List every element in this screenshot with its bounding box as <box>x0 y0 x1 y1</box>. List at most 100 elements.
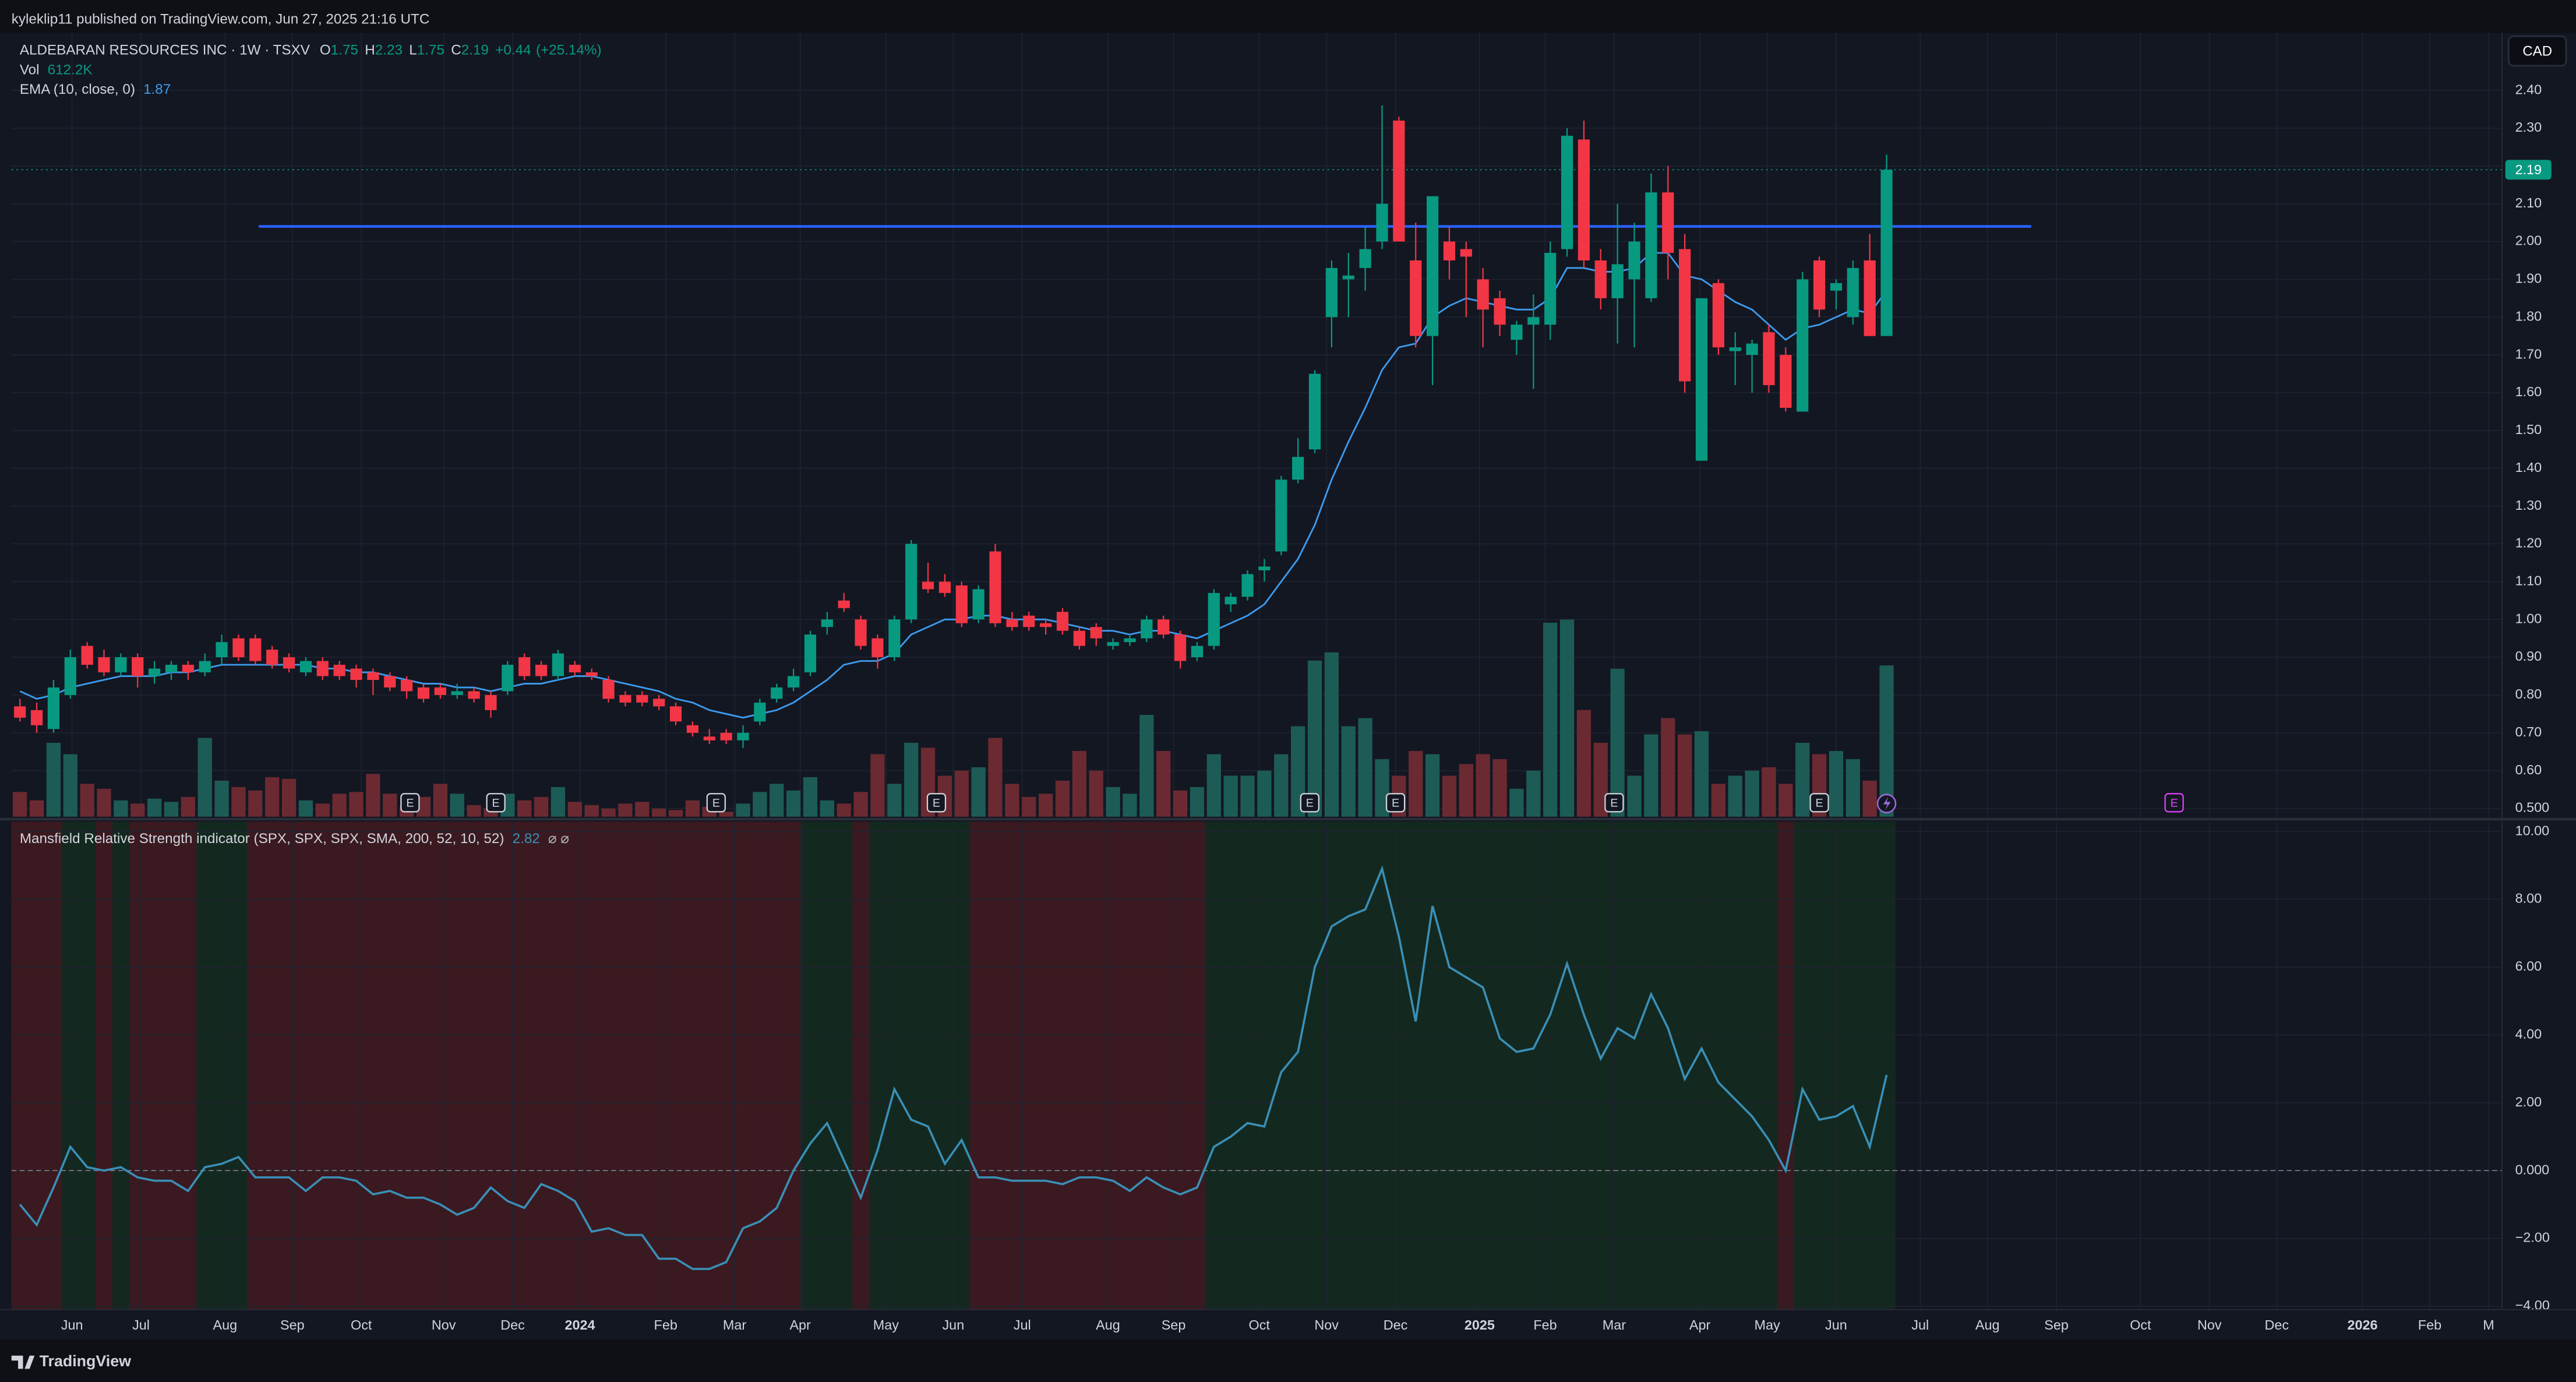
legend-area: ALDEBARAN RESOURCES INC · 1W · TSXV O1.75… <box>20 43 602 847</box>
rs-zone <box>1407 822 1425 1310</box>
earnings-label: E <box>492 796 500 809</box>
rs-zone <box>196 822 214 1310</box>
volume-bar <box>1610 668 1625 817</box>
rs-zone <box>1104 822 1122 1310</box>
legend-item: (+25.14%) <box>536 43 602 58</box>
rs-zone <box>1441 822 1459 1310</box>
volume-bar <box>1358 718 1372 817</box>
rs-zone <box>751 822 769 1310</box>
candle-body <box>1208 593 1220 646</box>
volume-bar <box>904 742 919 817</box>
time-tick-label: Sep <box>2044 1317 2069 1332</box>
volume-bar <box>1240 775 1255 817</box>
candle-body <box>871 638 884 658</box>
time-tick-label: 2026 <box>2347 1317 2377 1332</box>
candle-body <box>132 657 144 676</box>
rs-zone <box>852 822 870 1310</box>
rs-zone <box>96 822 113 1310</box>
candle-body <box>1830 283 1843 291</box>
candle-body <box>1292 457 1304 480</box>
candle-body <box>1763 332 1775 386</box>
rs-zone <box>1340 822 1358 1310</box>
rs-zone <box>869 822 887 1310</box>
rs-zone <box>1374 822 1391 1310</box>
volume-bar <box>1307 660 1322 817</box>
volume-bar <box>719 812 733 817</box>
top-bar <box>0 0 2576 33</box>
legend-item: 1.75 <box>417 43 444 58</box>
rs-tick-label: 8.00 <box>2515 891 2542 906</box>
candle-body <box>1056 612 1069 631</box>
candle-body <box>182 665 194 672</box>
time-axis-background <box>0 1309 2576 1339</box>
volume-bar <box>281 778 297 817</box>
candle-body <box>451 691 463 695</box>
price-tick-label: 1.70 <box>2515 346 2542 361</box>
rs-zone <box>415 822 433 1310</box>
rs-zone <box>1188 822 1206 1310</box>
volume-bar <box>1728 775 1742 817</box>
candle-body <box>401 679 413 692</box>
price-tick-label: 0.90 <box>2515 648 2542 664</box>
volume-bar <box>231 787 246 817</box>
rs-line <box>19 865 1888 1270</box>
time-tick-label: 2024 <box>564 1317 595 1332</box>
volume-bar <box>1492 759 1507 817</box>
rs-zone <box>1609 822 1626 1310</box>
candle-body <box>434 687 446 695</box>
rs-zone <box>1508 822 1526 1310</box>
time-tick-label: May <box>873 1317 899 1332</box>
volume-bar <box>467 805 481 817</box>
legend-item: Vol <box>20 62 40 78</box>
rs-zone <box>1323 822 1341 1310</box>
candle-body <box>1813 260 1826 310</box>
candle-body <box>283 657 295 669</box>
price-tick-label: 2.10 <box>2515 195 2542 210</box>
volume-bar <box>1089 770 1103 817</box>
rs-zone <box>1474 822 1492 1310</box>
time-tick-label: 2025 <box>1465 1317 1495 1332</box>
volume-bar <box>46 742 61 817</box>
rs-zone <box>1710 822 1728 1310</box>
rs-zone <box>701 822 719 1310</box>
volume-bar <box>181 796 195 817</box>
rs-tick-label: 0.000 <box>2515 1162 2550 1177</box>
rs-zone <box>129 822 147 1310</box>
rs-zone <box>583 822 601 1310</box>
legend-item: +0.44 <box>495 43 531 58</box>
rs-zone <box>936 822 954 1310</box>
candle-body <box>1561 135 1573 249</box>
candle-body <box>249 638 262 661</box>
volume-bar <box>584 805 599 817</box>
volume-bar <box>1459 764 1473 817</box>
time-tick-label: Jun <box>942 1317 964 1332</box>
rs-zone <box>1794 822 1812 1310</box>
volume-bar <box>1476 754 1490 817</box>
volume-bar <box>1677 734 1692 817</box>
volume-bar <box>1324 652 1339 817</box>
volume-bar <box>551 787 566 817</box>
candle-body <box>485 694 497 710</box>
rs-zone <box>516 822 534 1310</box>
rs-zone <box>785 822 803 1310</box>
time-tick-label: Jun <box>61 1317 83 1332</box>
volume-bar <box>1022 796 1036 817</box>
time-tick-label: Jul <box>1014 1317 1031 1332</box>
volume-bar <box>567 802 582 817</box>
rs-zone <box>179 822 197 1310</box>
candle-body <box>1880 170 1893 336</box>
rs-zone <box>650 822 668 1310</box>
volume-bar <box>1845 759 1860 817</box>
time-tick-label: Aug <box>1096 1317 1120 1332</box>
candle-body <box>1544 253 1557 325</box>
rs-zone <box>1844 822 1862 1310</box>
rs-zone <box>718 822 735 1310</box>
currency-button[interactable] <box>2507 35 2567 67</box>
volume-bar <box>433 784 447 817</box>
time-tick-label: Feb <box>2418 1317 2441 1332</box>
candle-body <box>905 544 918 620</box>
volume-bar <box>1123 794 1137 817</box>
time-tick-label: Oct <box>1249 1317 1271 1332</box>
candle-body <box>955 585 968 623</box>
currency-label[interactable]: CAD <box>2522 43 2552 59</box>
